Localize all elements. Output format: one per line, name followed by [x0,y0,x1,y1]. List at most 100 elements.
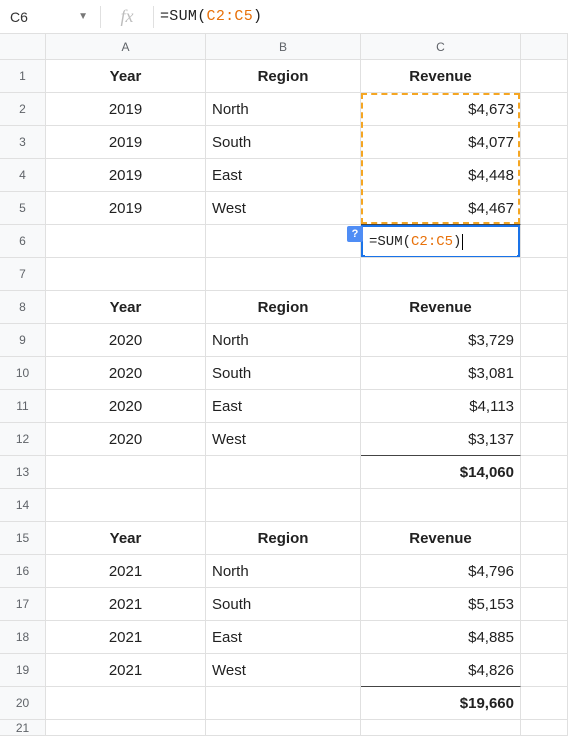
row-header[interactable]: 6 [0,225,46,258]
formula-input[interactable]: =SUM(C2:C5) [160,8,560,25]
cell-B11[interactable]: East [206,390,361,423]
cell-blank[interactable] [521,324,568,357]
cell-A6[interactable] [46,225,206,258]
cell-A19[interactable]: 2021 [46,654,206,687]
cell-A16[interactable]: 2021 [46,555,206,588]
cell-B12[interactable]: West [206,423,361,456]
cell-B16[interactable]: North [206,555,361,588]
row-header[interactable]: 7 [0,258,46,291]
cell-A18[interactable]: 2021 [46,621,206,654]
row-header[interactable]: 19 [0,654,46,687]
row-header[interactable]: 16 [0,555,46,588]
row-header[interactable]: 5 [0,192,46,225]
row-header[interactable]: 13 [0,456,46,489]
cell-blank[interactable] [521,720,568,736]
cell-A20[interactable] [46,687,206,720]
cell-blank[interactable] [521,522,568,555]
cell-A17[interactable]: 2021 [46,588,206,621]
cell-B10[interactable]: South [206,357,361,390]
spreadsheet-grid[interactable]: A B C 1YearRegionRevenue22019North$4,673… [0,34,568,736]
cell-blank[interactable] [521,291,568,324]
cell-blank[interactable] [521,654,568,687]
row-header[interactable]: 20 [0,687,46,720]
cell-B2[interactable]: North [206,93,361,126]
cell-B14[interactable] [206,489,361,522]
cell-B4[interactable]: East [206,159,361,192]
cell-C13[interactable]: $14,060 [361,456,521,489]
cell-B21[interactable] [206,720,361,736]
cell-C5[interactable]: $4,467 [361,192,521,225]
cell-C18[interactable]: $4,885 [361,621,521,654]
cell-C16[interactable]: $4,796 [361,555,521,588]
row-header[interactable]: 2 [0,93,46,126]
name-box-dropdown-icon[interactable]: ▼ [78,11,88,22]
cell-C8[interactable]: Revenue [361,291,521,324]
cell-C2[interactable]: $4,673 [361,93,521,126]
cell-C15[interactable]: Revenue [361,522,521,555]
cell-blank[interactable] [521,423,568,456]
cell-A13[interactable] [46,456,206,489]
cell-A4[interactable]: 2019 [46,159,206,192]
name-box[interactable]: C6 ▼ [4,9,94,25]
cell-blank[interactable] [521,126,568,159]
row-header[interactable]: 8 [0,291,46,324]
cell-blank[interactable] [521,621,568,654]
row-header[interactable]: 15 [0,522,46,555]
cell-A3[interactable]: 2019 [46,126,206,159]
cell-A2[interactable]: 2019 [46,93,206,126]
cell-B1[interactable]: Region [206,60,361,93]
cell-A11[interactable]: 2020 [46,390,206,423]
cell-A8[interactable]: Year [46,291,206,324]
cell-C4[interactable]: $4,448 [361,159,521,192]
cell-C19[interactable]: $4,826 [361,654,521,687]
cell-B8[interactable]: Region [206,291,361,324]
fx-icon[interactable]: fx [107,6,147,27]
row-header[interactable]: 12 [0,423,46,456]
cell-C12[interactable]: $3,137 [361,423,521,456]
cell-A14[interactable] [46,489,206,522]
cell-C3[interactable]: $4,077 [361,126,521,159]
cell-C17[interactable]: $5,153 [361,588,521,621]
cell-C21[interactable] [361,720,521,736]
cell-B6[interactable] [206,225,361,258]
cell-A1[interactable]: Year [46,60,206,93]
cell-C10[interactable]: $3,081 [361,357,521,390]
cell-blank[interactable] [521,390,568,423]
cell-blank[interactable] [521,93,568,126]
row-header[interactable]: 1 [0,60,46,93]
cell-C7[interactable] [361,258,521,291]
cell-B9[interactable]: North [206,324,361,357]
col-header-C[interactable]: C [361,34,521,60]
cell-C11[interactable]: $4,113 [361,390,521,423]
row-header[interactable]: 21 [0,720,46,736]
cell-C1[interactable]: Revenue [361,60,521,93]
cell-blank[interactable] [521,192,568,225]
cell-B19[interactable]: West [206,654,361,687]
cell-blank[interactable] [521,555,568,588]
cell-blank[interactable] [521,489,568,522]
row-header[interactable]: 11 [0,390,46,423]
cell-A10[interactable]: 2020 [46,357,206,390]
cell-B18[interactable]: East [206,621,361,654]
row-header[interactable]: 10 [0,357,46,390]
cell-B13[interactable] [206,456,361,489]
cell-C14[interactable] [361,489,521,522]
cell-blank[interactable] [521,60,568,93]
col-header-B[interactable]: B [206,34,361,60]
row-header[interactable]: 18 [0,621,46,654]
cell-B15[interactable]: Region [206,522,361,555]
cell-blank[interactable] [521,456,568,489]
cell-C9[interactable]: $3,729 [361,324,521,357]
col-header-blank[interactable] [521,34,568,60]
cell-blank[interactable] [521,225,568,258]
row-header[interactable]: 14 [0,489,46,522]
formula-help-badge[interactable]: ? [347,226,363,242]
cell-A5[interactable]: 2019 [46,192,206,225]
cell-A9[interactable]: 2020 [46,324,206,357]
col-header-A[interactable]: A [46,34,206,60]
cell-B17[interactable]: South [206,588,361,621]
cell-A7[interactable] [46,258,206,291]
cell-A15[interactable]: Year [46,522,206,555]
cell-blank[interactable] [521,588,568,621]
cell-B5[interactable]: West [206,192,361,225]
